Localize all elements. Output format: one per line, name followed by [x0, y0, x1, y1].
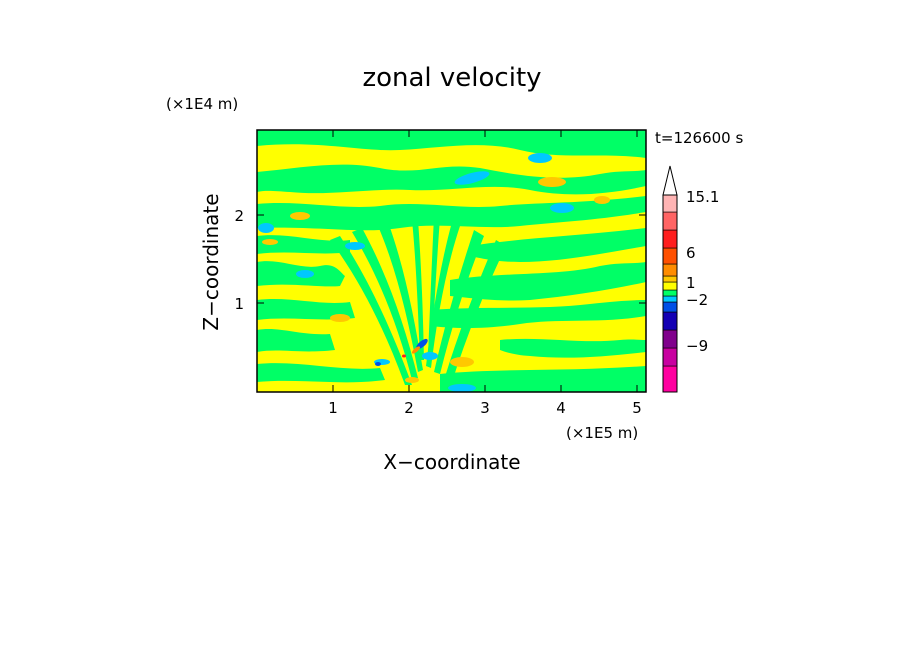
cyan-blob	[448, 384, 476, 392]
colorbar-label: −2	[686, 291, 708, 309]
green-band	[257, 299, 355, 320]
green-band	[257, 196, 646, 231]
colorbar-segment	[662, 347, 678, 367]
colorbar-segment	[662, 295, 678, 303]
fan-ray	[352, 228, 418, 380]
cyan-blob	[454, 171, 490, 185]
colorbar-segment	[662, 301, 678, 313]
fan-ray	[434, 230, 484, 374]
x-scale-label: (×1E5 m)	[566, 424, 638, 442]
green-band	[450, 262, 646, 301]
cyan-blob	[422, 352, 438, 360]
wave-fan	[330, 216, 506, 385]
green-band	[257, 363, 385, 383]
colorbar: 15.1 6 1 −2 −9	[662, 165, 719, 393]
green-band	[257, 130, 646, 158]
red-core	[402, 354, 406, 358]
orange-blob	[405, 377, 419, 383]
colorbar-label: −9	[686, 337, 708, 355]
colorbar-segment	[662, 263, 678, 277]
green-band	[470, 228, 646, 262]
x-tick-label: 4	[556, 399, 566, 417]
green-band	[257, 329, 335, 352]
fan-ray	[412, 220, 424, 360]
cyan-blob	[258, 223, 274, 233]
colorbar-segment	[662, 229, 678, 249]
green-band	[440, 366, 646, 392]
colorbar-label: 15.1	[686, 188, 719, 206]
orange-blob	[594, 196, 610, 204]
heatmap-field	[257, 130, 646, 392]
green-band	[430, 300, 646, 328]
negative-features	[258, 153, 574, 392]
green-band	[500, 338, 646, 358]
orange-blob	[538, 177, 566, 187]
orange-blob	[262, 239, 278, 245]
green-band	[257, 235, 350, 254]
colorbar-max-arrow	[662, 165, 678, 196]
chart-title: zonal velocity	[362, 63, 541, 93]
green-bands	[257, 130, 646, 392]
colorbar-segment	[662, 329, 678, 349]
blue-core	[375, 362, 381, 366]
cyan-blob	[550, 203, 574, 213]
orange-core	[411, 346, 421, 354]
positive-features	[262, 177, 610, 383]
colorbar-label: 6	[686, 244, 696, 262]
y-tick-label: 2	[234, 207, 244, 225]
x-tick-label: 1	[328, 399, 338, 417]
colorbar-segment	[662, 275, 678, 283]
colorbar-frame	[662, 194, 678, 393]
fan-ray	[330, 236, 412, 385]
colorbar-segment	[662, 211, 678, 231]
colorbar-segment	[662, 311, 678, 331]
x-tick-label: 5	[632, 399, 642, 417]
cyan-blob	[528, 153, 552, 163]
colorbar-segment	[662, 247, 678, 265]
orange-blob	[330, 314, 350, 322]
fan-ray	[428, 216, 440, 356]
colorbar-segments	[662, 194, 678, 393]
fan-ray	[444, 240, 506, 382]
orange-blob	[290, 212, 310, 220]
fan-ray	[378, 222, 423, 372]
orange-blob	[450, 357, 474, 367]
x-tick-label: 3	[480, 399, 490, 417]
y-axis-label: Z−coordinate	[199, 193, 223, 330]
x-tick-label: 2	[404, 399, 414, 417]
time-label: t=126600 s	[655, 129, 743, 147]
colorbar-segment	[662, 281, 678, 291]
colorbar-label: 1	[686, 274, 696, 292]
green-band	[257, 164, 646, 195]
x-axis-label: X−coordinate	[383, 450, 520, 474]
y-tick-label: 1	[234, 295, 244, 313]
y-scale-label: (×1E4 m)	[166, 95, 238, 113]
colorbar-segment	[662, 289, 678, 297]
colorbar-segment	[662, 365, 678, 393]
tick-marks	[257, 130, 646, 392]
cyan-blob	[345, 242, 365, 250]
fan-ray	[426, 222, 460, 368]
cyan-blob	[296, 270, 314, 278]
plot-frame	[256, 129, 647, 393]
colorbar-segment	[662, 194, 678, 213]
